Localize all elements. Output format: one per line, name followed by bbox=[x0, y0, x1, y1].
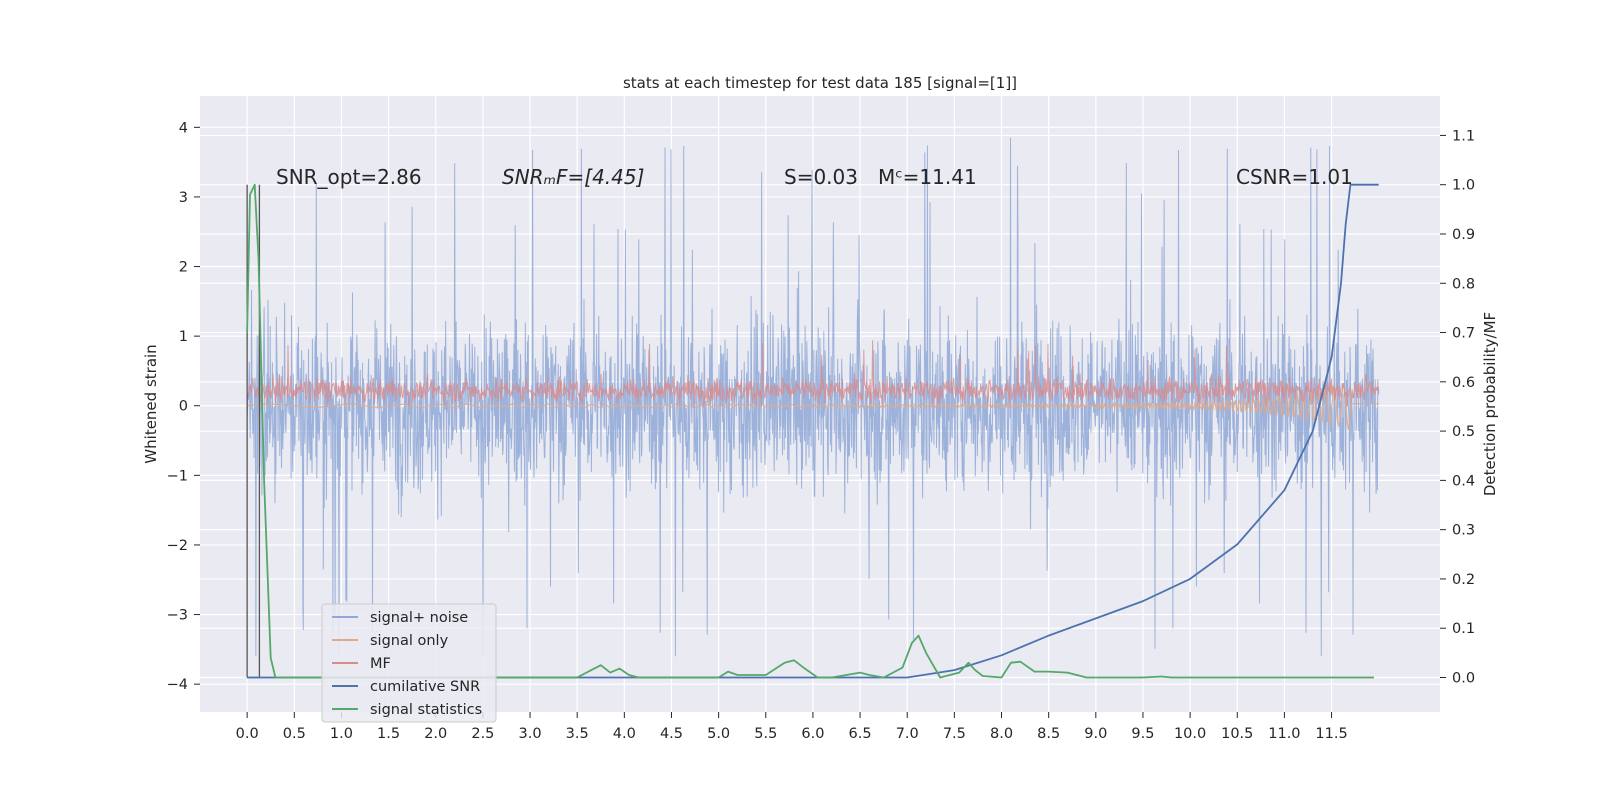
signal-only-line bbox=[247, 383, 1379, 430]
y-tick-label-left: −4 bbox=[167, 677, 188, 693]
x-tick-label: 9.5 bbox=[1131, 726, 1154, 742]
x-tick-label: 8.5 bbox=[1037, 726, 1060, 742]
annotation-snr-mf: SNRₘF=[4.45] bbox=[502, 165, 644, 189]
x-tick-label: 4.5 bbox=[660, 726, 683, 742]
y-tick-label-right: 0.0 bbox=[1452, 671, 1475, 687]
x-axis-ticks: 0.0 0.5 1.0 1.5 2.0 2.5 3.0 3.5 4.0 4.5 5.0 5.5 6.0 6… bbox=[236, 712, 1348, 742]
annotation-mc: Mᶜ=11.41 bbox=[878, 165, 977, 189]
y-tick-label-right: 0.7 bbox=[1452, 326, 1475, 342]
y-tick-label-left: 1 bbox=[179, 329, 188, 345]
annotation-csnr: CSNR=1.01 bbox=[1236, 165, 1353, 189]
legend-entry-cumulative-snr: cumilative SNR bbox=[332, 679, 480, 695]
x-tick-label: 6.5 bbox=[849, 726, 872, 742]
legend-entry-mf: MF bbox=[332, 656, 391, 672]
x-tick-label: 9.0 bbox=[1084, 726, 1107, 742]
mf-line bbox=[246, 340, 1380, 408]
y-tick-label-right: 0.6 bbox=[1452, 375, 1475, 391]
x-tick-label: 2.5 bbox=[471, 726, 494, 742]
y-tick-label-left: −1 bbox=[167, 468, 188, 484]
y-tick-label-right: 1.0 bbox=[1452, 178, 1475, 194]
y-tick-label-right: 0.5 bbox=[1452, 424, 1475, 440]
x-tick-label: 2.0 bbox=[424, 726, 447, 742]
y-tick-label-right: 0.1 bbox=[1452, 621, 1475, 637]
x-tick-label: 7.0 bbox=[896, 726, 919, 742]
cumulative-snr-line bbox=[247, 183, 1379, 679]
y-tick-label-right: 0.3 bbox=[1452, 523, 1475, 539]
legend-label: MF bbox=[370, 656, 391, 672]
y-tick-label-left: 4 bbox=[179, 120, 188, 136]
y-tick-label-right: 0.9 bbox=[1452, 227, 1475, 243]
signal-statistics-series bbox=[246, 183, 1374, 679]
x-tick-label: 1.5 bbox=[377, 726, 400, 742]
signal-only-series bbox=[247, 383, 1379, 430]
x-tick-label: 10.5 bbox=[1221, 726, 1253, 742]
x-tick-label: 5.0 bbox=[707, 726, 730, 742]
legend-label: cumilative SNR bbox=[370, 679, 480, 695]
x-tick-label: 0.0 bbox=[236, 726, 259, 742]
y-tick-label-right: 0.2 bbox=[1452, 572, 1475, 588]
cumulative-snr-series bbox=[247, 183, 1379, 679]
x-tick-label: 5.5 bbox=[754, 726, 777, 742]
x-tick-label: 3.5 bbox=[566, 726, 589, 742]
x-tick-label: 11.5 bbox=[1315, 726, 1347, 742]
legend-label: signal only bbox=[370, 633, 449, 649]
legend: signal+ noise signal only MF cumilative … bbox=[321, 603, 497, 723]
x-tick-label: 8.0 bbox=[990, 726, 1013, 742]
x-tick-label: 0.5 bbox=[283, 726, 306, 742]
y-tick-label-left: 0 bbox=[179, 399, 188, 415]
y-tick-label-right: 0.8 bbox=[1452, 276, 1475, 292]
annotation-snr-opt: SNR_opt=2.86 bbox=[276, 165, 422, 189]
left-y-axis-label: Whitened strain bbox=[142, 344, 160, 463]
legend-label: signal statistics bbox=[370, 702, 482, 718]
chart-title: stats at each timestep for test data 185… bbox=[623, 74, 1017, 92]
legend-entry-signal-only: signal only bbox=[332, 633, 449, 649]
y-tick-label-left: 3 bbox=[179, 190, 188, 206]
x-tick-label: 6.0 bbox=[801, 726, 824, 742]
y-tick-label-right: 0.4 bbox=[1452, 473, 1475, 489]
legend-label: signal+ noise bbox=[370, 610, 468, 626]
y-tick-label-right: 1.1 bbox=[1452, 128, 1475, 144]
mf-series bbox=[246, 340, 1380, 408]
signal-statistics-line bbox=[246, 183, 1374, 679]
signal-plus-noise-line bbox=[246, 137, 1380, 657]
y-tick-label-left: −2 bbox=[167, 538, 188, 554]
x-tick-label: 11.0 bbox=[1268, 726, 1300, 742]
legend-box bbox=[321, 603, 497, 723]
right-y-axis-ticks: 1.1 1.0 0.9 0.8 0.7 0.6 0.5 0.4 0.3 0.2 0.1 0.0 bbox=[1440, 128, 1475, 687]
x-tick-label: 4.0 bbox=[613, 726, 636, 742]
y-tick-label-left: −3 bbox=[167, 608, 188, 624]
legend-entry-signal-noise: signal+ noise bbox=[332, 610, 468, 626]
signal-plus-noise-series bbox=[246, 137, 1380, 657]
x-tick-label: 3.0 bbox=[519, 726, 542, 742]
right-y-axis-label: Detection probability/MF bbox=[1481, 312, 1499, 496]
x-tick-label: 1.0 bbox=[330, 726, 353, 742]
annotation-stat: S=0.03 bbox=[784, 165, 858, 189]
legend-entry-signal-statistics: signal statistics bbox=[332, 702, 482, 718]
x-tick-label: 7.5 bbox=[943, 726, 966, 742]
left-y-axis-ticks: 4 3 2 1 0 −1 −2 −3 −4 bbox=[167, 120, 200, 693]
y-tick-label-left: 2 bbox=[179, 260, 188, 276]
x-tick-label: 10.0 bbox=[1174, 726, 1206, 742]
